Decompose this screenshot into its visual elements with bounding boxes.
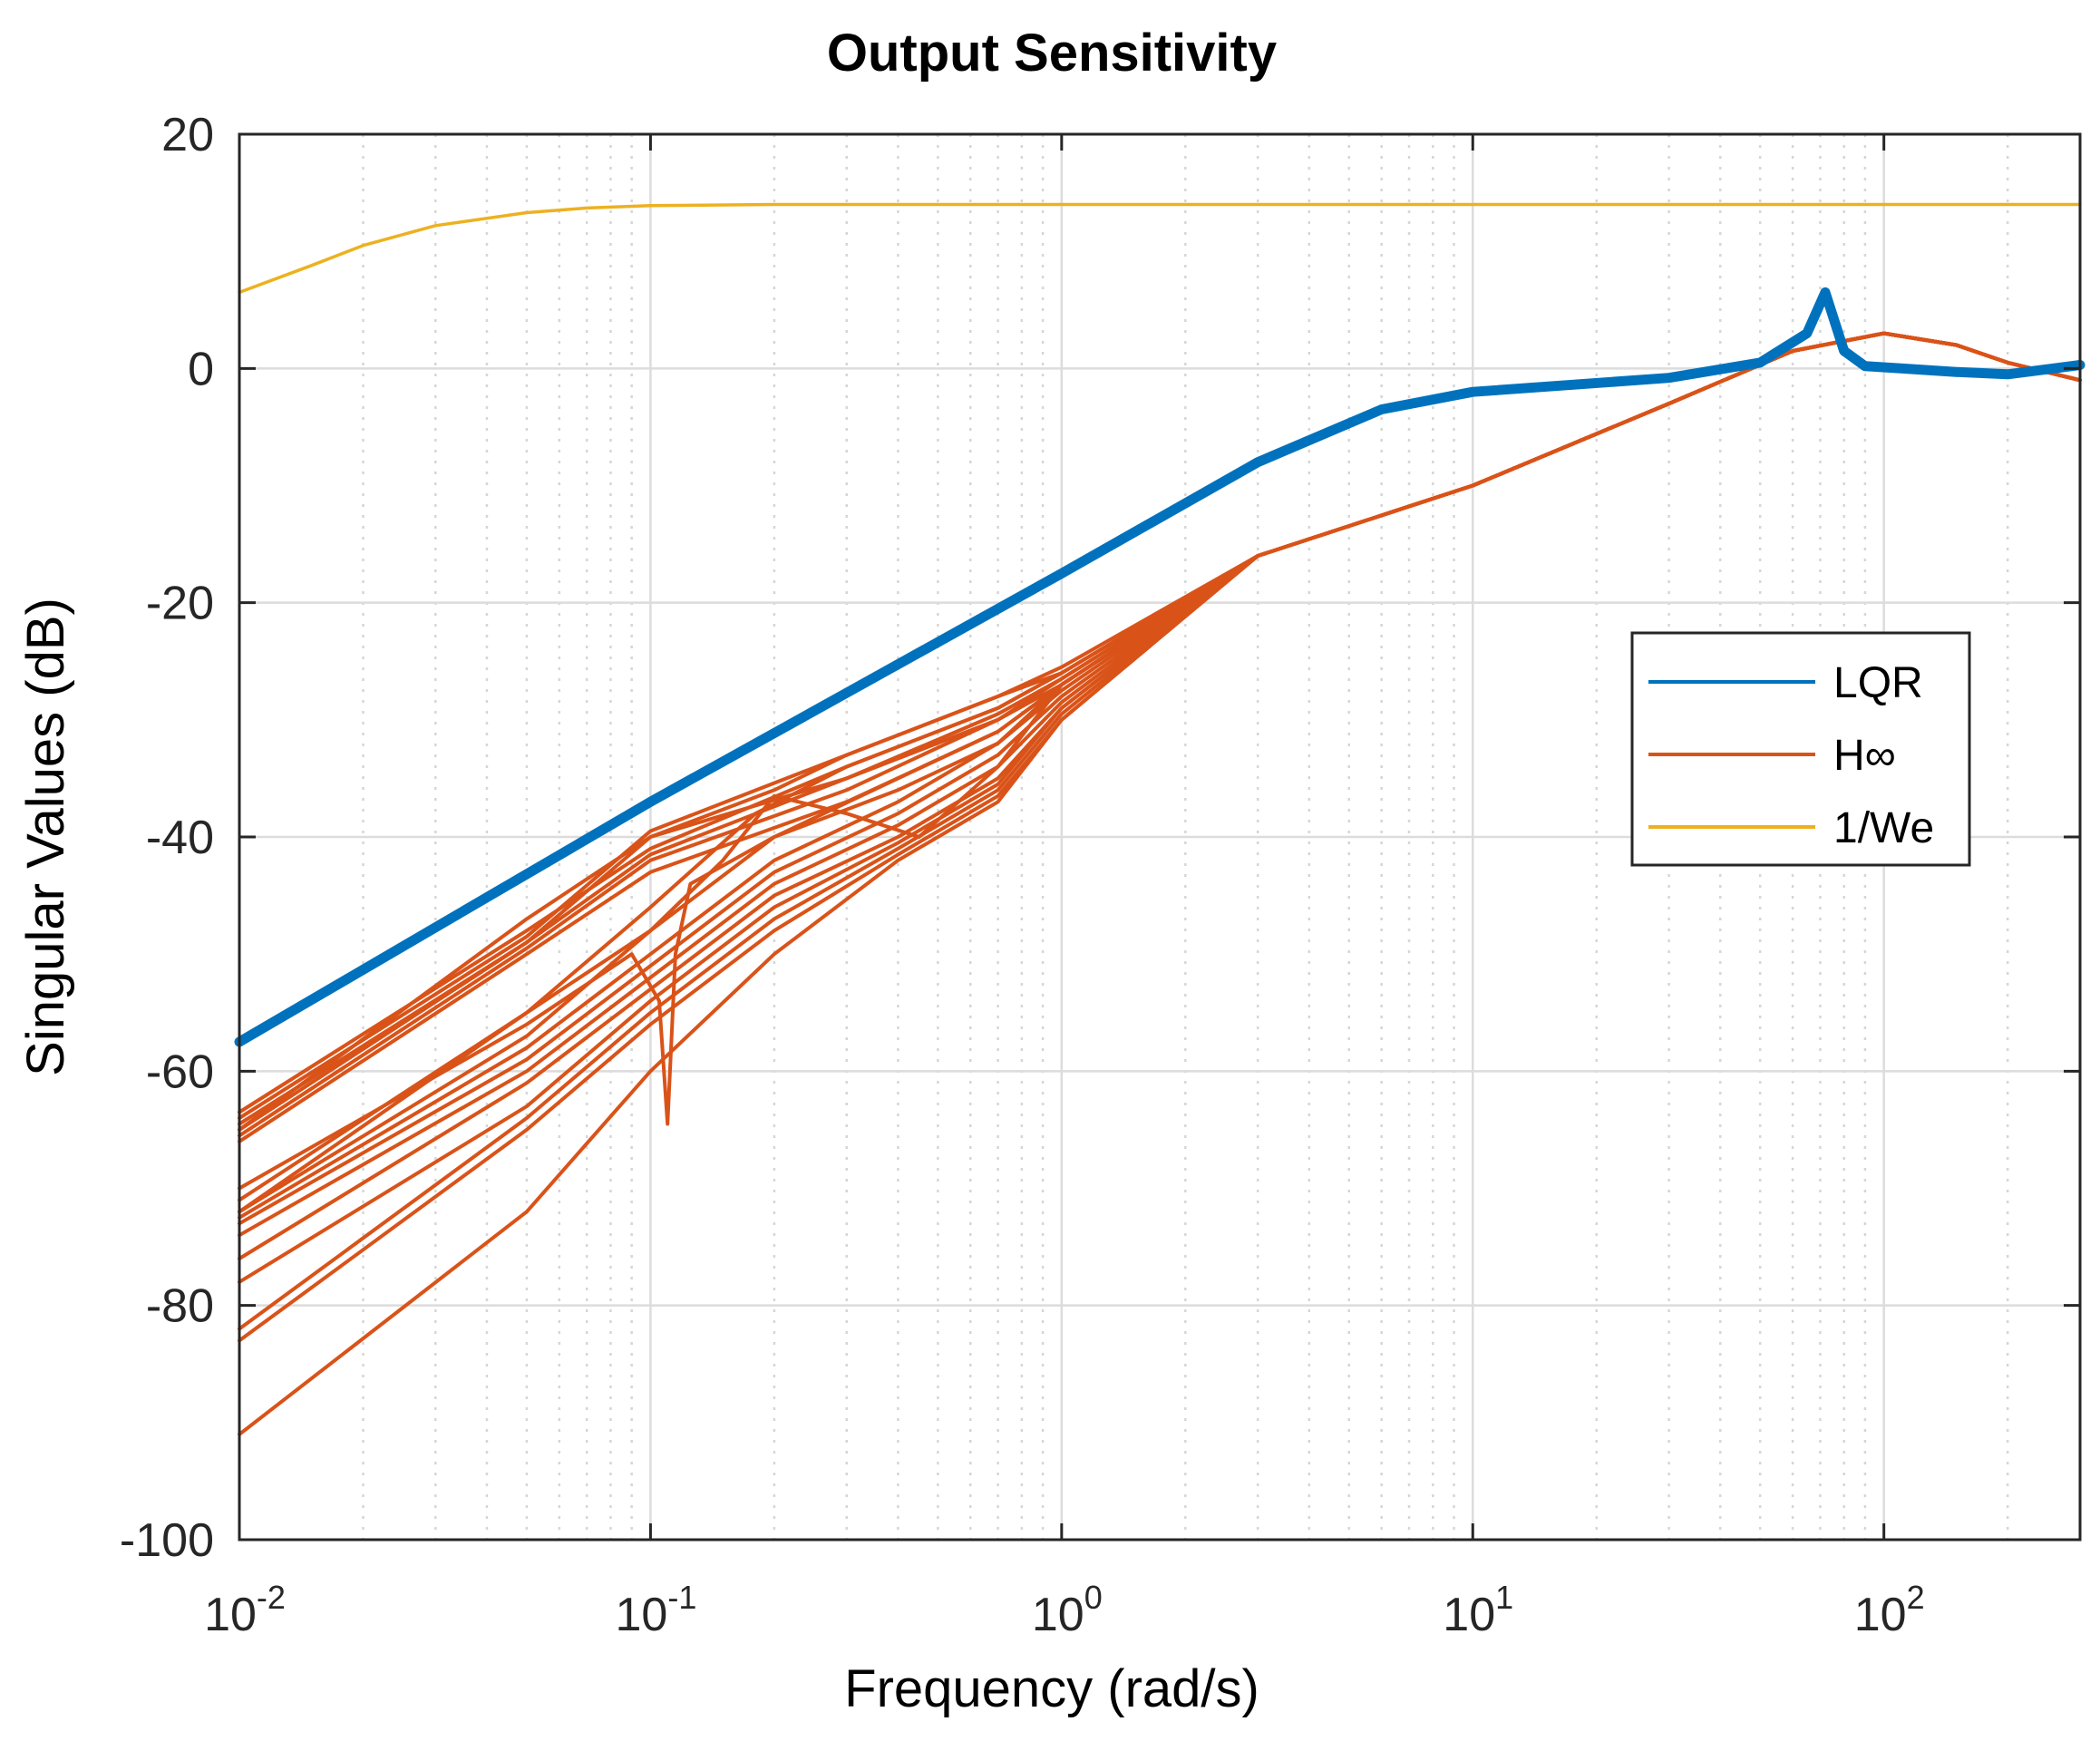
legend-label: LQR [1833, 659, 1923, 707]
y-tick-label: -100 [120, 1514, 214, 1567]
y-tick-label: -20 [146, 578, 214, 630]
y-tick-label: -40 [146, 812, 214, 864]
x-axis-label: Frequency (rad/s) [844, 1659, 1259, 1718]
y-tick-label: 20 [161, 109, 214, 161]
series-line-lqr [234, 287, 2085, 1047]
y-tick-label: -80 [146, 1280, 214, 1333]
x-tick-label: 102 [1854, 1579, 1925, 1641]
x-tick-label: 101 [1443, 1579, 1513, 1641]
x-tick-label: 10-2 [204, 1579, 286, 1641]
y-tick-label: -60 [146, 1046, 214, 1098]
legend: LQR H∞ 1/We [1630, 631, 1971, 867]
series-line-1we [238, 202, 2082, 295]
y-tick-label: 0 [188, 343, 214, 395]
chart-title: Output Sensitivity [827, 24, 1277, 83]
y-axis-label: Singular Values (dB) [16, 598, 75, 1076]
data-series [234, 202, 2085, 1436]
series-line-h [238, 331, 2082, 1132]
x-tick-label: 10-1 [615, 1579, 696, 1641]
legend-label: 1/We [1833, 804, 1934, 852]
x-tick-label: 100 [1032, 1579, 1103, 1641]
legend-label: H∞ [1833, 732, 1896, 780]
tick-labels: 20 0 -20 -40 -60 -80 -100 10-2 10-1 100 101 102 [120, 109, 2080, 1641]
